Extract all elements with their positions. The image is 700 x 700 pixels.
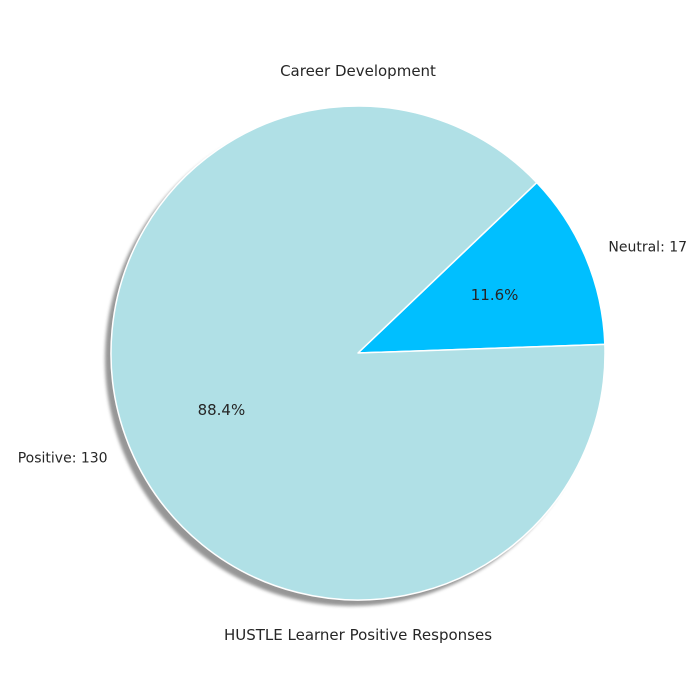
slice-percent-label-1: 88.4% (198, 401, 246, 419)
slice-label-1: Positive: 130 (18, 450, 108, 466)
pie-slices (110, 105, 606, 601)
slice-percent-label-0: 11.6% (471, 286, 519, 304)
slice-label-0: Neutral: 17 (608, 240, 687, 256)
pie-slice-0 (357, 181, 606, 354)
x-axis-label: HUSTLE Learner Positive Responses (224, 626, 492, 644)
pie-labels: Neutral: 17 11.6% Positive: 130 88.4% (18, 240, 687, 467)
chart-title: Career Development (280, 62, 436, 80)
pie-slice-1 (110, 105, 606, 601)
